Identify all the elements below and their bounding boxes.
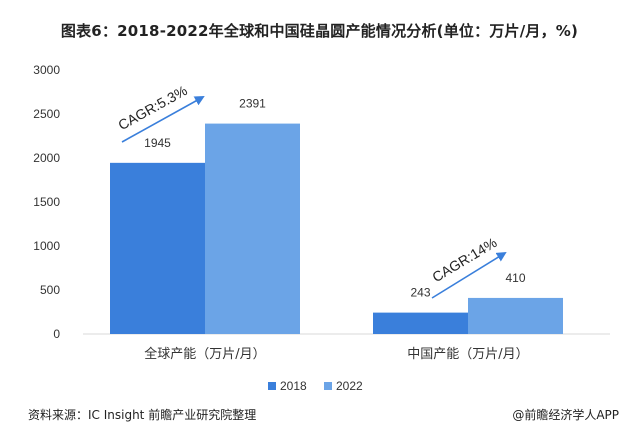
chart-title: 图表6：2018-2022年全球和中国硅晶圆产能情况分析(单位：万片/月，%) [60, 22, 579, 40]
bar-value-label: 410 [505, 271, 525, 285]
y-tick-label: 1000 [33, 239, 60, 253]
bar-value-label: 1945 [144, 136, 171, 150]
legend: 2018 2022 [268, 379, 363, 393]
y-tick-label: 2000 [33, 151, 60, 165]
cagr-arrow-china [431, 251, 507, 299]
x-tick-label: 全球产能（万片/月） [144, 346, 265, 362]
legend-swatch-2018 [268, 382, 276, 390]
y-tick-label: 2500 [33, 107, 60, 121]
bar-value-label: 2391 [239, 97, 266, 111]
y-tick-label: 500 [40, 283, 60, 297]
legend-label-2022: 2022 [336, 379, 363, 393]
cagr-annotation-china: CAGR:14% [429, 234, 507, 299]
legend-swatch-2022 [324, 382, 332, 390]
value-label-group: 1945 2391 243 410 [144, 97, 526, 300]
y-tick-label: 1500 [33, 195, 60, 209]
bar-2018-china [373, 312, 468, 334]
legend-label-2018: 2018 [280, 379, 307, 393]
y-tick-label: 0 [53, 327, 60, 341]
source-note: 资料来源：IC Insight 前瞻产业研究院整理 [28, 408, 257, 422]
brand-credit: @前瞻经济学人APP [512, 408, 619, 422]
bar-2022-global [205, 123, 300, 334]
bar-2018-global [110, 162, 205, 334]
bar-2022-china [468, 297, 563, 334]
y-tick-label: 3000 [33, 63, 60, 77]
y-axis: 0 500 1000 1500 2000 2500 3000 [33, 63, 60, 341]
x-tick-label: 中国产能（万片/月） [407, 347, 528, 362]
cagr-arrow-global [121, 96, 205, 143]
cagr-annotation-global: CAGR:5.3% [115, 82, 205, 143]
x-tick-label-group: 全球产能（万片/月） 中国产能（万片/月） [144, 346, 528, 362]
bar-group [110, 123, 563, 334]
bar-value-label: 243 [410, 286, 430, 300]
